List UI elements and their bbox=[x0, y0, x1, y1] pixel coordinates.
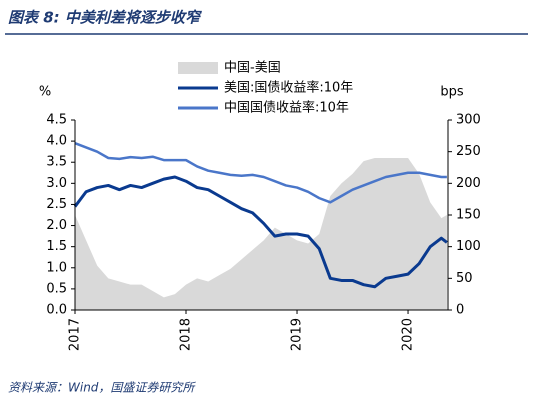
y-tick-label: 4.0 bbox=[46, 134, 67, 149]
y-tick-label: 2.5 bbox=[46, 197, 67, 212]
y-axis-label: % bbox=[39, 85, 51, 100]
y-tick-label: 0.0 bbox=[46, 303, 67, 318]
y-tick-label: 3.5 bbox=[46, 155, 67, 170]
y-tick-label: 0.5 bbox=[46, 281, 67, 296]
source-note: 资料来源：Wind，国盛证券研究所 bbox=[8, 381, 196, 395]
y-tick-label: 1.0 bbox=[46, 260, 67, 275]
y2-tick-label: 150 bbox=[456, 208, 481, 223]
y-tick-label: 4.5 bbox=[46, 113, 67, 128]
legend-label: 中国国债收益率:10年 bbox=[224, 100, 349, 116]
y2-tick-label: 0 bbox=[456, 303, 464, 318]
y2-tick-label: 50 bbox=[456, 271, 473, 286]
x-tick-label: 2019 bbox=[290, 318, 305, 351]
chart-title: 图表 8: 中美利差将逐步收窄 bbox=[8, 9, 203, 27]
legend-label: 美国:国债收益率:10年 bbox=[224, 80, 353, 96]
x-tick-label: 2018 bbox=[179, 318, 194, 351]
y-tick-label: 1.5 bbox=[46, 239, 67, 254]
y2-tick-label: 250 bbox=[456, 144, 481, 159]
legend-label: 中国-美国 bbox=[224, 61, 281, 76]
legend-swatch bbox=[178, 62, 218, 74]
yield-line bbox=[73, 175, 448, 289]
y2-tick-label: 200 bbox=[456, 176, 481, 191]
y2-tick-label: 100 bbox=[456, 239, 481, 254]
spread-area bbox=[75, 158, 447, 310]
y2-axis-label: bps bbox=[440, 85, 464, 100]
x-tick-label: 2020 bbox=[401, 318, 416, 351]
y-tick-label: 2.0 bbox=[46, 218, 67, 233]
y-tick-label: 3.0 bbox=[46, 176, 67, 191]
yield-line bbox=[74, 142, 447, 204]
y2-tick-label: 300 bbox=[456, 113, 481, 128]
x-tick-label: 2017 bbox=[68, 318, 83, 351]
